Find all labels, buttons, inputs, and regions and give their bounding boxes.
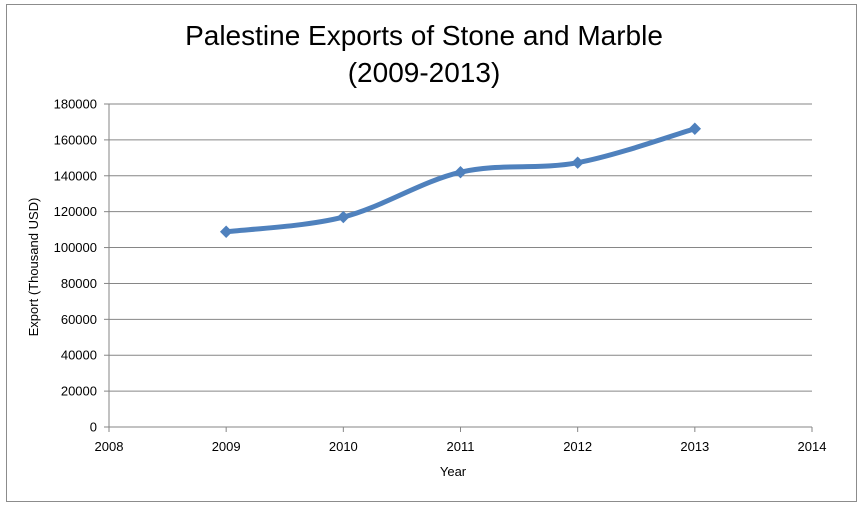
y-tick-label-40000: 40000 [61, 348, 97, 363]
data-point-2013 [688, 122, 702, 135]
x-tick-label-2011: 2011 [447, 439, 475, 454]
x-tick-label-2012: 2012 [563, 439, 592, 454]
y-tick-label-120000: 120000 [54, 204, 97, 219]
data-point-2012 [571, 156, 584, 169]
chart-title: Palestine Exports of Stone and Marble [185, 20, 663, 51]
x-tick-label-2010: 2010 [329, 439, 358, 454]
y-tick-label-80000: 80000 [61, 276, 97, 291]
x-tick-labels: 2008 2009 2010 2011 2012 2013 2014 [95, 439, 827, 454]
axes [104, 103, 813, 432]
y-tick-label-100000: 100000 [54, 240, 97, 255]
data-point-2010 [337, 210, 350, 224]
y-tick-label-180000: 180000 [54, 97, 97, 112]
y-tick-labels: 0 20000 40000 60000 80000 100000 120000 140000 1… [54, 97, 97, 435]
data-point-2009 [219, 225, 233, 238]
x-tick-label-2014: 2014 [798, 439, 827, 454]
chart-frame [6, 4, 857, 502]
y-tick-label-20000: 20000 [61, 384, 97, 399]
series-line [223, 126, 698, 235]
series-layer [219, 122, 702, 238]
data-point-2011 [454, 165, 467, 179]
x-tick-label-2009: 2009 [212, 439, 241, 454]
chart-subtitle: (2009-2013) [348, 57, 501, 88]
y-tick-label-60000: 60000 [61, 312, 97, 327]
x-tick-label-2013: 2013 [680, 439, 709, 454]
y-axis-label: Export (Thousand USD) [26, 198, 41, 337]
x-tick-label-2008: 2008 [95, 439, 124, 454]
y-tick-label-0: 0 [90, 420, 97, 435]
x-axis-label: Year [440, 464, 467, 479]
y-tick-label-140000: 140000 [54, 168, 97, 183]
gridlines [109, 103, 812, 392]
y-tick-label-160000: 160000 [54, 132, 97, 147]
